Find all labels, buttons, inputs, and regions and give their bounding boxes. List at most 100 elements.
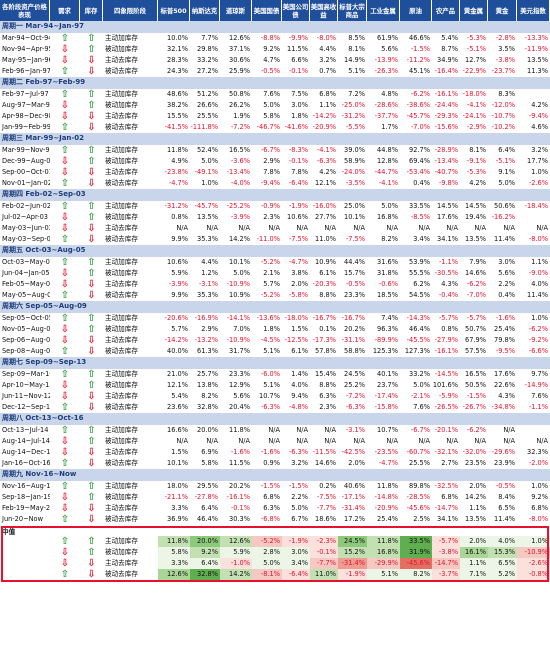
value-cell: -27.9% [434,335,458,344]
value-cell: N/A [238,223,250,232]
period-label: Sep-18~Jan-19 [2,492,50,501]
value-cell: -12.0% [491,100,515,109]
column-header: 工业金属 [367,0,400,21]
value-cell: -14.2% [164,335,188,344]
value-cell: 33.2% [197,55,218,64]
inventory-down-arrow-icon: ⇩ [87,222,96,234]
value-cell: -42.5% [341,447,365,456]
median-value-cell: 2.0% [460,536,488,548]
value-cell: 4.9% [171,156,188,165]
value-cell: 5.0% [498,178,515,187]
value-cell: 2.3% [319,402,336,411]
value-cell: -2.0% [528,458,548,467]
value-cell: -3.1% [198,279,218,288]
value-cell: N/A [296,223,308,232]
inventory-up-arrow-icon: ⇧ [87,155,96,167]
value-cell: -7.2% [345,391,365,400]
demand-down-arrow-icon: ⇩ [60,334,70,346]
demand-down-arrow-icon: ⇩ [60,390,70,402]
value-cell: 31.7% [229,346,250,355]
inventory-up-arrow-icon: ⇧ [87,88,96,100]
value-cell: -9.9% [288,33,308,42]
value-cell: -8.0% [528,234,548,243]
value-cell: N/A [238,436,250,445]
section-title: 周期二 Feb-97~Feb-99 [0,77,550,89]
value-cell: -16.1% [434,346,458,355]
value-cell: 2.7% [441,458,458,467]
value-cell: -6.4% [288,178,308,187]
demand-up-arrow-icon: ⇧ [60,569,70,581]
value-cell: -13.4% [434,156,458,165]
value-cell: N/A [386,436,398,445]
stage-label: 主动去库存 [105,335,138,344]
inventory-up-arrow-icon: ⇧ [87,200,96,212]
value-cell: 32.1% [167,44,188,53]
value-cell: -11.2% [406,55,430,64]
demand-down-arrow-icon: ⇩ [60,278,70,290]
column-header: 美国公司债 [282,0,310,21]
demand-up-arrow-icon: ⇧ [60,401,70,413]
value-cell: 125.3% [372,346,398,355]
stage-label: 主动去库存 [105,503,138,512]
value-cell: 14.6% [315,458,336,467]
value-cell: 69.4% [409,156,430,165]
value-cell: 1.1% [319,100,336,109]
median-value-cell: 14.2% [220,569,252,581]
value-cell: 18.0% [167,481,188,490]
value-cell: -9.1% [466,156,486,165]
value-cell: -6.8% [260,514,280,523]
value-cell: 61.3% [197,346,218,355]
stage-label: 被动去库存 [105,402,138,411]
value-cell: 5.0% [413,380,430,389]
value-cell: 1.2% [201,268,218,277]
value-cell: -2.9% [466,122,486,131]
period-label: Feb-97~Jul-97 [2,89,49,98]
period-label: Sep-06~Aug-08 [2,335,50,344]
value-cell: N/A [324,223,336,232]
column-header: 黄金 [488,0,517,21]
value-cell: 48.6% [167,89,188,98]
stage-label: 被动加库存 [105,380,138,389]
value-cell: 14.2% [465,492,486,501]
section-title: 周期一 Mar-94~Jan-97 [0,21,550,33]
period-label: Mar-94~Oct-94 [2,33,50,42]
value-cell: -41.5% [164,122,188,131]
value-cell: -4.1% [466,100,486,109]
value-cell: 17.2% [344,514,365,523]
value-cell: 14.5% [465,201,486,210]
inventory-up-arrow-icon: ⇧ [87,256,96,268]
value-cell: -23.5% [374,447,398,456]
value-cell: -44.7% [374,167,398,176]
value-cell: 58.9% [344,156,365,165]
value-cell: -15.6% [434,122,458,131]
inventory-down-arrow-icon: ⇩ [87,390,96,402]
inventory-up-arrow-icon: ⇧ [87,144,96,156]
value-cell: 1.0% [531,167,548,176]
value-cell: -49.1% [194,167,218,176]
value-cell: 92.7% [409,145,430,154]
stage-label: 被动加库存 [105,268,138,277]
value-cell: -5.9% [438,391,458,400]
period-label: Feb-19~May-20 [2,503,50,512]
column-header: 原油 [400,0,432,21]
value-cell: -6.3% [260,402,280,411]
value-cell: 0.8% [171,212,188,221]
value-cell: 30.3% [229,514,250,523]
period-label: May-03~Jun-03 [2,223,50,232]
value-cell: -14.8% [374,492,398,501]
demand-down-arrow-icon: ⇩ [60,435,70,447]
value-cell: 2.9% [263,156,280,165]
value-cell: -2.6% [528,178,548,187]
value-cell: -13.3% [524,33,548,42]
stage-label: 主动加库存 [105,313,138,322]
value-cell: 11.8% [377,481,398,490]
value-cell: 17.7% [527,156,548,165]
value-cell: -23.8% [164,167,188,176]
value-cell: N/A [474,223,486,232]
median-value-cell: 6.5% [488,558,517,570]
value-cell: -30.5% [434,268,458,277]
period-label: Jan-16~Oct-16 [2,458,50,467]
value-cell: 17.6% [437,212,458,221]
value-cell: 10.1% [167,458,188,467]
value-cell: -20.9% [312,122,336,131]
